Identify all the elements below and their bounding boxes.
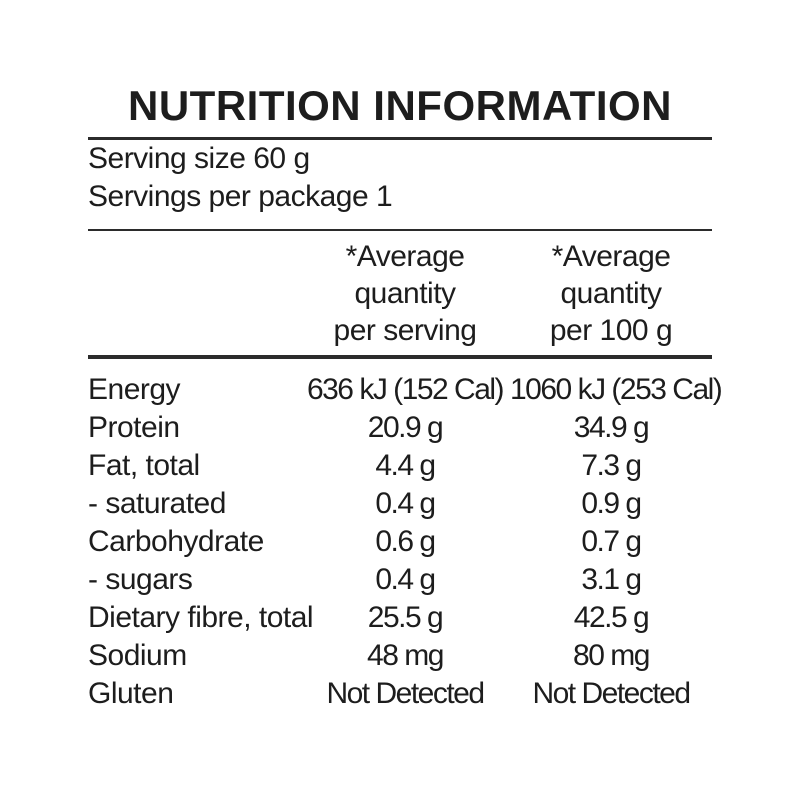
per-100g-value: 42.5 g [573,601,650,634]
header-spacer [88,238,300,349]
table-row-sugars: - sugars 0.4 g 3.1 g [88,561,712,599]
nutrient-name: - sugars [88,563,193,596]
serving-info: Serving size 60 g Servings per package 1 [88,140,712,216]
nutrient-name: Dietary fibre, total [88,601,314,634]
label-title: NUTRITION INFORMATION [128,82,672,129]
per-serving-value: Not Detected [326,677,485,710]
per-100g-value: 3.1 g [581,563,642,596]
per-serving-value: 4.4 g [375,449,436,482]
nutrient-name: Sodium [88,639,187,672]
table-row-carbohydrate: Carbohydrate 0.6 g 0.7 g [88,523,712,561]
nutrient-name: Carbohydrate [88,525,264,558]
column-header-per-serving: *Average quantity per serving [333,240,477,347]
title-divider [88,137,712,140]
table-row-saturated: - saturated 0.4 g 0.9 g [88,485,712,523]
nutrient-name: - saturated [88,487,226,520]
nutrition-table: Energy 636 kJ (152 Cal) 1060 kJ (253 Cal… [88,371,723,713]
per-serving-value: 20.9 g [367,411,444,444]
column-header-per-100g: *Average quantity per 100 g [549,240,673,347]
label-content: NUTRITION INFORMATION Serving size 60 g … [88,0,723,713]
per-100g-value: 80 mg [573,639,650,672]
per-serving-value: 0.4 g [375,563,436,596]
servings-per-package-text: Servings per package 1 [88,180,393,213]
table-row-protein: Protein 20.9 g 34.9 g [88,409,712,447]
table-row-energy: Energy 636 kJ (152 Cal) 1060 kJ (253 Cal… [88,371,723,409]
nutrient-name: Gluten [88,677,174,710]
per-100g-value: 34.9 g [573,411,650,444]
per-100g-value: 0.7 g [581,525,642,558]
nutrient-name: Protein [88,411,180,444]
per-100g-value: Not Detected [532,677,691,710]
per-serving-value: 0.4 g [375,487,436,520]
per-serving-value: 636 kJ (152 Cal) [306,373,505,406]
per-serving-value: 25.5 g [367,601,444,634]
table-row-dietary-fibre: Dietary fibre, total 25.5 g 42.5 g [88,599,712,637]
table-row-gluten: Gluten Not Detected Not Detected [88,675,712,713]
nutrient-name: Energy [88,373,181,406]
per-100g-value: 7.3 g [581,449,642,482]
per-100g-value: 1060 kJ (253 Cal) [510,373,723,406]
per-serving-value: 48 mg [367,639,444,672]
header-divider [88,355,712,359]
nutrient-name: Fat, total [88,449,200,482]
serving-divider [88,229,712,231]
per-100g-value: 0.9 g [581,487,642,520]
table-row-fat-total: Fat, total 4.4 g 7.3 g [88,447,712,485]
per-serving-value: 0.6 g [375,525,436,558]
table-header-row: *Average quantity per serving *Average q… [88,238,712,349]
table-row-sodium: Sodium 48 mg 80 mg [88,637,712,675]
serving-size-text: Serving size 60 g [88,142,310,175]
